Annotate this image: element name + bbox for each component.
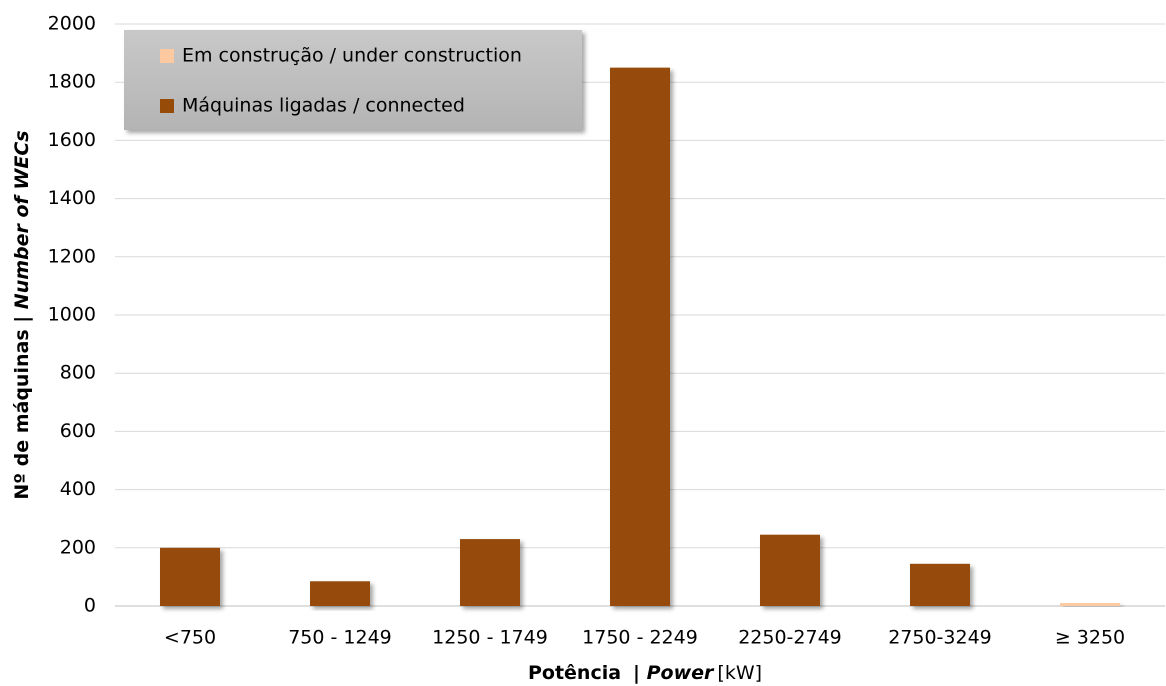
y-tick-label: 1800	[48, 71, 96, 93]
y-tick-label: 2000	[48, 13, 96, 35]
x-tick-label: <750	[164, 627, 216, 649]
legend-swatch	[160, 49, 174, 63]
bar	[910, 563, 970, 606]
x-title-sep: |	[633, 662, 647, 684]
y-tick-label: 1000	[48, 304, 96, 326]
y-axis-title: Nº de máquinas | Number of WECs	[11, 130, 33, 499]
y-tick-label: 1200	[48, 245, 96, 267]
y-title-italic: Number of WECs	[11, 130, 33, 309]
legend-label: Máquinas ligadas / connected	[182, 95, 465, 117]
legend-box	[124, 30, 582, 130]
legend-swatch	[160, 99, 174, 113]
y-tick-label: 0	[84, 595, 96, 617]
x-tick-label: 1750 - 2249	[582, 627, 698, 649]
x-axis-title: Potência | Power [kW]	[528, 662, 762, 684]
x-tick-label: 750 - 1249	[288, 627, 392, 649]
bars	[160, 67, 1120, 606]
y-tick-label: 800	[60, 362, 96, 384]
x-title-unit: [kW]	[717, 662, 762, 684]
bar	[310, 581, 370, 606]
y-tick-label: 1600	[48, 129, 96, 151]
x-tick-label: 2750-3249	[888, 627, 992, 649]
bar	[760, 534, 820, 606]
y-tick-label: 600	[60, 420, 96, 442]
bar	[610, 67, 670, 606]
bar	[1060, 603, 1120, 606]
legend-label: Em construção / under construction	[182, 45, 522, 67]
x-tick-label: 1250 - 1749	[432, 627, 548, 649]
y-tick-label: 400	[60, 478, 96, 500]
bar	[460, 539, 520, 606]
bar	[160, 547, 220, 606]
x-tick-label: ≥ 3250	[1055, 627, 1125, 649]
x-tick-label: 2250-2749	[738, 627, 842, 649]
x-title-main: Potência	[528, 662, 621, 684]
y-tick-label: 200	[60, 536, 96, 558]
y-title-main: Nº de máquinas |	[11, 309, 33, 499]
y-tick-label: 1400	[48, 187, 96, 209]
x-title-italic: Power	[647, 662, 715, 684]
legend: Em construção / under construction Máquin…	[124, 30, 582, 130]
